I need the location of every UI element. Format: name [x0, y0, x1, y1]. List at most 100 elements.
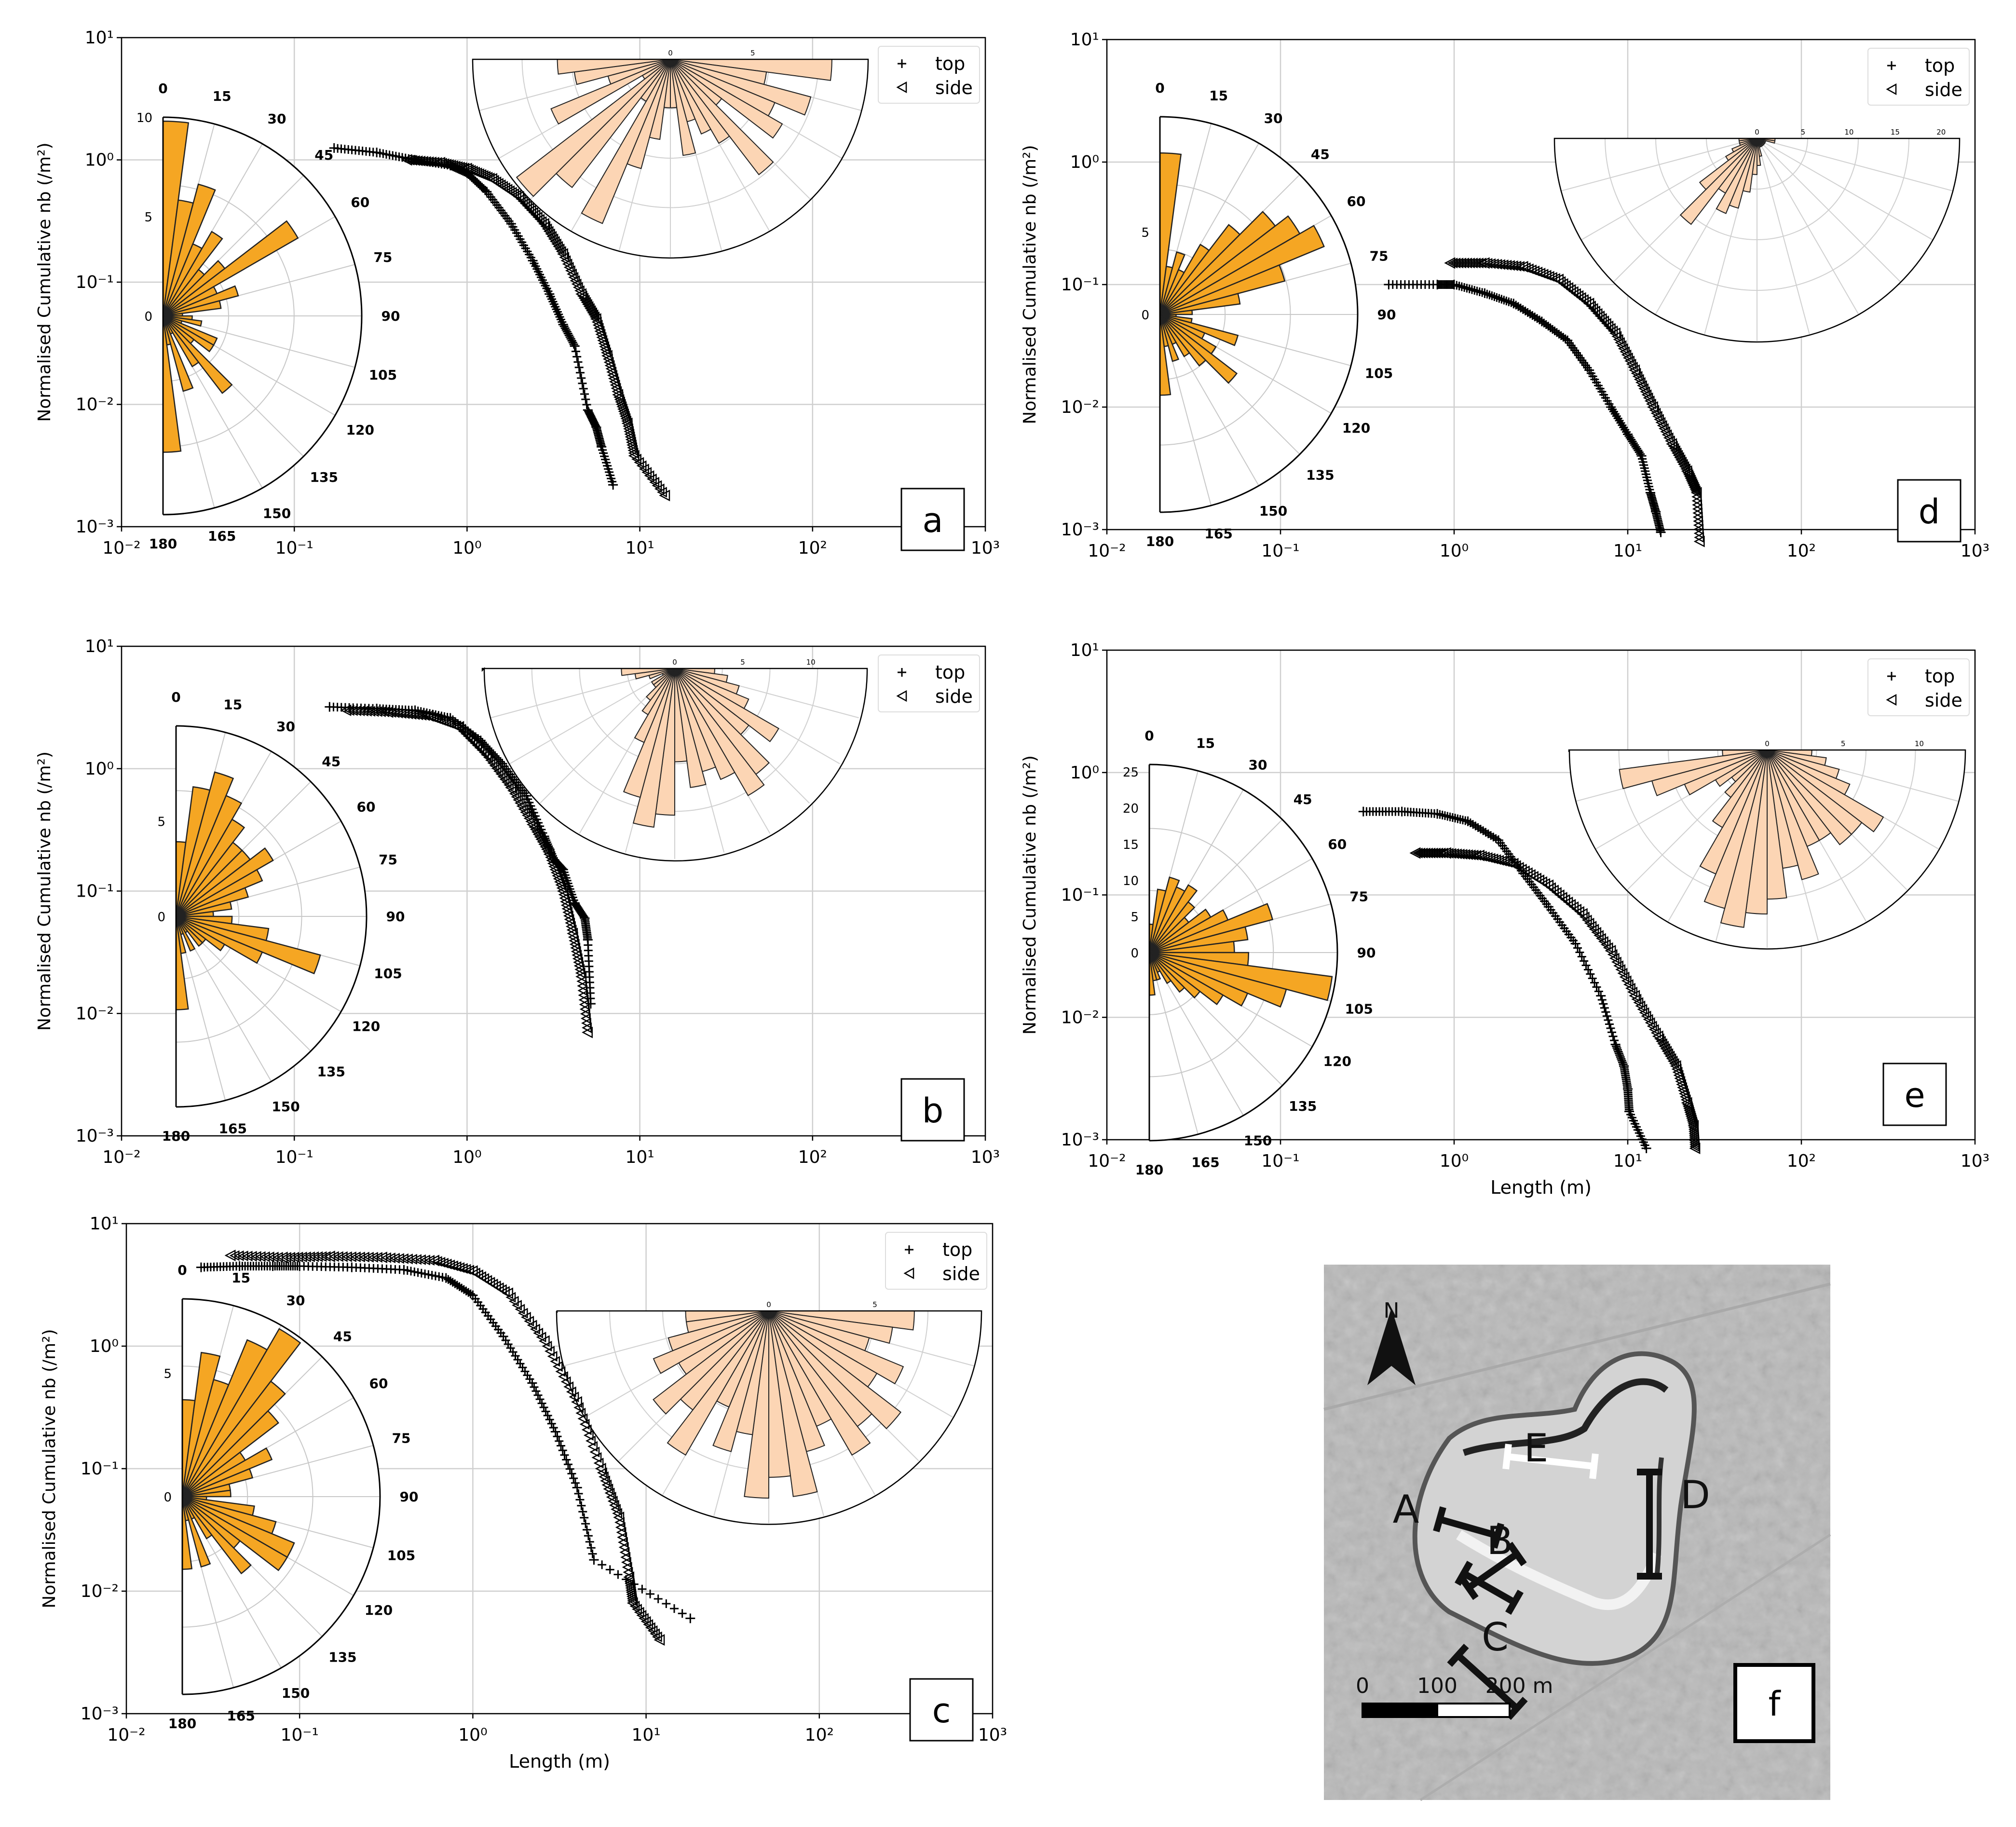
data-point-side: [1676, 456, 1687, 468]
data-point-side: [600, 344, 610, 355]
data-point-side: [544, 1346, 555, 1357]
x-tick-label: 10³: [971, 538, 1000, 558]
rose-outline: [1159, 116, 1359, 513]
data-point-side: [621, 1556, 631, 1568]
section-E: [1502, 1444, 1599, 1479]
data-point-side: [620, 1552, 631, 1563]
rose-angle-label: 90: [381, 308, 400, 324]
data-point-side: [613, 392, 624, 403]
data-point-side: [1594, 310, 1605, 322]
data-point-side: [1670, 445, 1680, 456]
data-point-side: [597, 335, 608, 346]
top-rose-bar: [670, 59, 712, 135]
data-point-side: [1669, 1058, 1679, 1069]
data-point-side: [540, 221, 551, 232]
data-point-side: [525, 816, 536, 827]
data-point-side: [617, 1537, 628, 1548]
rose-radial-label: 5: [157, 815, 165, 830]
rose-angle-label: 60: [351, 194, 369, 210]
data-point-side: [542, 1340, 552, 1352]
top-rose-radial-label: 5: [740, 658, 745, 667]
data-point-top: [577, 373, 586, 382]
chart-panel-e: 10⁻² 10⁻¹ 10⁰ 10¹ 10² 10³10⁻³10⁻²10⁻¹10⁰10¹No…: [1020, 641, 1989, 1198]
rose-radial-label: 10: [136, 111, 152, 125]
map-panel-f: N E A B C D 0 100 200 m f: [1323, 1265, 1831, 1801]
data-point-side: [533, 1327, 544, 1339]
top-rose-outline: [1568, 749, 1966, 950]
data-point-top: [565, 1464, 574, 1473]
rose-angle-label: 105: [1345, 1001, 1373, 1017]
data-point-top: [1608, 1032, 1618, 1041]
data-point-side: [560, 1376, 571, 1387]
rose-angle-label: 165: [1191, 1155, 1219, 1171]
data-point-side: [588, 309, 599, 320]
y-tick-label: 10⁻³: [76, 517, 114, 537]
series-dense-side: [1412, 847, 1700, 1152]
data-point-side: [534, 832, 545, 843]
x-tick-label: 10²: [798, 1147, 827, 1167]
top-rose-spoke: [1757, 138, 1859, 314]
rose-bar: [182, 1447, 273, 1498]
rose-radial-label: 10: [1123, 874, 1139, 888]
data-point-top: [533, 1391, 543, 1400]
top-rose-bar: [712, 1310, 769, 1452]
data-point-side: [524, 1316, 534, 1327]
rose-spoke: [1149, 952, 1199, 1134]
x-tick-label: 10¹: [1613, 1151, 1642, 1171]
data-point-top: [573, 357, 583, 367]
data-point-side: [1694, 532, 1704, 543]
data-point-side: [528, 821, 539, 832]
top-rose-radial-label: 10: [1915, 739, 1924, 748]
rose-radial-label: 5: [1131, 910, 1139, 925]
data-point-side: [1454, 848, 1465, 859]
data-point-side: [546, 231, 557, 242]
data-point-side: [415, 155, 426, 166]
section-cap: [1502, 1444, 1512, 1470]
data-point-side: [1462, 849, 1473, 860]
data-point-side: [1673, 450, 1683, 461]
data-point-top: [496, 1328, 505, 1337]
data-point-side: [375, 706, 386, 717]
data-point-side: [1663, 1048, 1674, 1059]
top-rose-bar: [674, 668, 707, 788]
data-point-top: [1635, 448, 1644, 457]
series-dense-side: [229, 1250, 662, 1642]
rose-bar: [182, 1380, 286, 1497]
data-point-top: [586, 1543, 596, 1553]
rose-bar: [181, 1328, 301, 1497]
data-point-side: [416, 1254, 426, 1265]
rose-radial-label: 5: [1141, 226, 1149, 240]
rose-bar: [1159, 314, 1207, 367]
rose-angle-label: 135: [1289, 1098, 1317, 1114]
section-label: C: [1482, 1615, 1509, 1660]
data-point-top: [535, 1395, 545, 1404]
data-point-top: [581, 1519, 590, 1528]
rose-bar: [1159, 314, 1238, 384]
data-point-top: [571, 1478, 580, 1487]
rose-angle-label: 150: [263, 505, 291, 521]
top-rose-bar: [1699, 138, 1757, 191]
data-point-side: [432, 157, 442, 168]
rose-bar: [1149, 952, 1201, 999]
rose-outline: [163, 116, 363, 516]
x-tick-label: 10⁻²: [1088, 1151, 1126, 1171]
rose-bar: [1159, 293, 1241, 315]
rose-bar: [1159, 309, 1193, 315]
data-point-top: [582, 1525, 591, 1534]
data-point-top: [580, 1513, 589, 1522]
rose-diagram-left: 0 15 30 45 60 75 90 105 120 135 150 165 180 0 5 10 15 20 2…: [1123, 728, 1376, 1178]
data-point-side: [593, 1458, 604, 1469]
data-point-top: [654, 1594, 663, 1603]
y-tick-label: 10⁻²: [1061, 1008, 1099, 1027]
data-point-side: [1596, 313, 1607, 324]
data-point-side: [454, 1262, 465, 1273]
top-rose-spoke: [509, 668, 675, 764]
series-dense-side: [344, 705, 592, 1033]
rose-angle-label: 135: [328, 1649, 356, 1665]
rose-angle-label: 15: [1196, 735, 1215, 751]
data-point-top: [569, 340, 578, 349]
north-label: N: [1384, 1298, 1400, 1323]
data-point-side: [389, 1253, 400, 1264]
top-rose-outline: [481, 667, 868, 862]
rose-diagram-left: 0 15 30 45 60 75 90 105 120 135 150 165 180 0 5: [157, 689, 405, 1144]
